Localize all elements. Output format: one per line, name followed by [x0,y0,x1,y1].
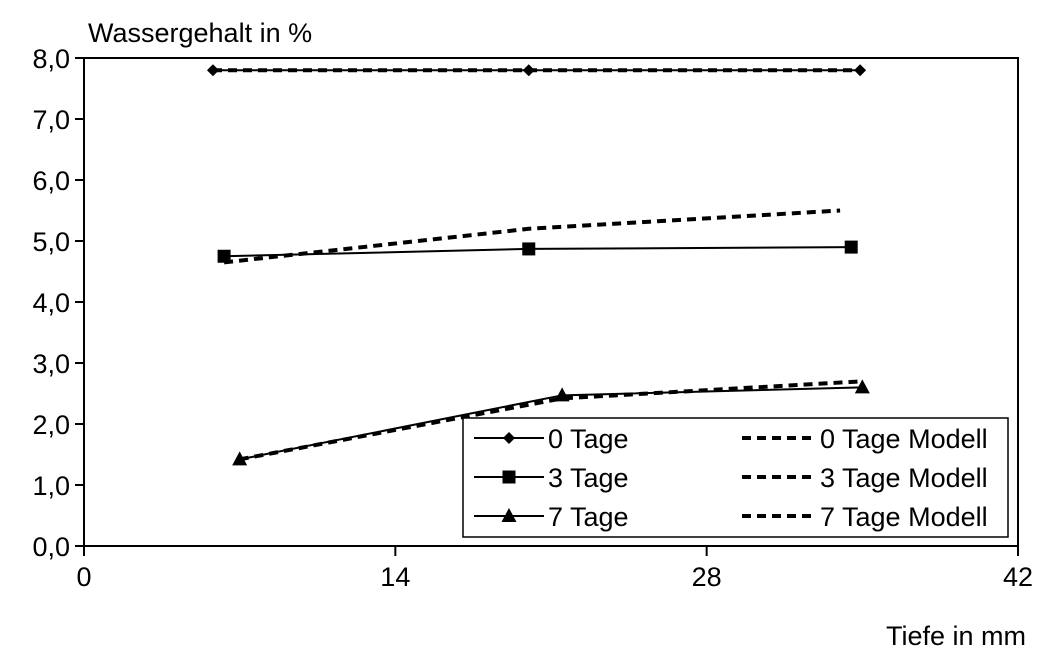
legend-marker [502,470,516,484]
data-point-diamond [854,64,867,77]
y-tick-label: 0,0 [32,532,70,562]
x-tick-label: 28 [692,562,722,592]
series-line [223,208,841,265]
series-3-tage [217,240,858,263]
y-tick-label: 1,0 [32,471,70,501]
axes: 0,0 1,0 2,0 3,0 4,0 5,0 6,0 7,0 8,0 0 14 28 42 [32,44,1033,592]
x-tick-label: 0 [76,562,91,592]
series-7-tage [232,379,870,466]
legend-label: 0 Tage [548,424,629,454]
legend: 0 Tage 3 Tage 7 Tage 0 Tage Modell 3 Tage Mo… [462,417,1009,538]
data-point-triangle [854,379,870,394]
legend-item-0-tage: 0 Tage [474,424,629,454]
legend-item-0-tage-modell: 0 Tage Modell [742,424,988,454]
series-0-tage [206,64,867,77]
series-3-tage-modell [223,208,841,265]
y-axis-label: Wassergehalt in % [88,18,312,48]
series-layer [206,64,870,466]
y-tick-label: 6,0 [32,166,70,196]
data-point-square [844,240,858,254]
legend-marker [503,432,515,444]
data-point-diamond [206,64,219,77]
legend-item-7-tage-modell: 7 Tage Modell [742,502,988,532]
legend-marker [501,508,517,522]
y-tick-label: 2,0 [32,410,70,440]
data-point-diamond [522,64,535,77]
legend-label: 7 Tage Modell [820,502,988,532]
y-tick-label: 4,0 [32,288,70,318]
y-tick-label: 7,0 [32,105,70,135]
y-tick-label: 5,0 [32,227,70,257]
data-point-triangle [554,387,570,402]
legend-item-3-tage: 3 Tage [474,463,629,493]
legend-item-3-tage-modell: 3 Tage Modell [742,463,988,493]
legend-label: 3 Tage Modell [820,463,988,493]
data-point-square [522,242,536,256]
data-point-triangle [232,451,248,466]
x-tick-label: 14 [380,562,410,592]
x-tick-label: 42 [1003,562,1033,592]
y-tick-label: 8,0 [32,44,70,74]
legend-label: 3 Tage [548,463,629,493]
data-point-square [217,249,231,263]
legend-box [462,417,1009,538]
y-tick-label: 3,0 [32,349,70,379]
x-axis-label: Tiefe in mm [886,621,1026,650]
legend-label: 7 Tage [548,502,629,532]
legend-item-7-tage: 7 Tage [474,502,629,532]
legend-label: 0 Tage Modell [820,424,988,454]
